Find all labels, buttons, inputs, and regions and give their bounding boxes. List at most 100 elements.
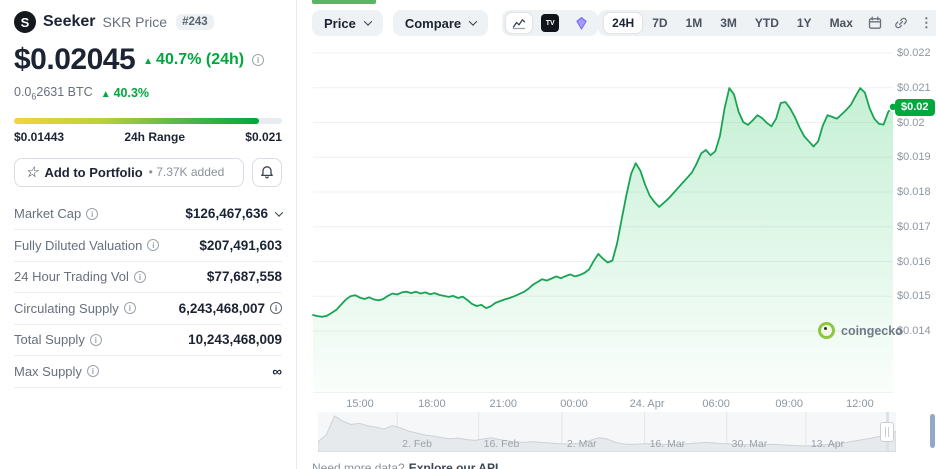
stat-label: Circulating Supply bbox=[14, 300, 119, 316]
navigator-date-label: 2. Mar bbox=[566, 438, 597, 450]
info-icon[interactable] bbox=[89, 333, 102, 346]
stat-value: ∞ bbox=[272, 363, 282, 379]
range-label: 24h Range bbox=[124, 129, 186, 144]
price-dropdown-button[interactable]: Price bbox=[312, 10, 383, 36]
info-icon[interactable] bbox=[86, 207, 99, 220]
time-range-1y[interactable]: 1Y bbox=[789, 13, 820, 33]
price-change-text: 40.7% (24h) bbox=[156, 51, 245, 68]
chart-navigator[interactable]: 2. Feb 16. Feb 2. Mar 16. Mar 30. Mar 13. Apr bbox=[317, 412, 897, 453]
api-promo-link[interactable]: Explore our API bbox=[408, 461, 499, 469]
coingecko-watermark: coingecko bbox=[818, 322, 903, 339]
scrollbar-thumb[interactable] bbox=[930, 414, 935, 448]
stat-row-circulating-supply: Circulating Supply 6,243,468,007 bbox=[14, 293, 282, 325]
y-axis-tick: $0.019 bbox=[897, 151, 931, 164]
btc-price-row: 0.062631 BTC 40.3% bbox=[14, 85, 282, 102]
y-axis-tick: $0.022 bbox=[897, 47, 931, 59]
info-icon[interactable] bbox=[270, 302, 282, 315]
calendar-icon bbox=[868, 16, 882, 29]
top-accent-strip bbox=[312, 0, 376, 4]
star-icon bbox=[25, 165, 38, 180]
x-axis-tick: 00:00 bbox=[560, 398, 588, 410]
price-change-24h: 40.7% (24h) bbox=[143, 51, 244, 69]
navigator-area-chart bbox=[317, 412, 897, 453]
price-chart-plot[interactable] bbox=[312, 45, 898, 392]
stat-label: Fully Diluted Valuation bbox=[14, 237, 143, 253]
add-to-portfolio-button[interactable]: Add to Portfolio • 7.37K added bbox=[14, 157, 244, 187]
stat-label: Market Cap bbox=[14, 206, 82, 222]
watermark-text: coingecko bbox=[841, 323, 903, 338]
stat-row-market-cap: Market Cap $126,467,636 bbox=[14, 199, 284, 230]
y-axis-tick: $0.021 bbox=[897, 81, 931, 94]
y-axis-tick: $0.017 bbox=[897, 220, 931, 233]
y-axis-tick: $0.014 bbox=[897, 325, 931, 337]
stat-label: Max Supply bbox=[14, 363, 82, 379]
price-alert-button[interactable] bbox=[252, 157, 282, 187]
price-dropdown-label: Price bbox=[324, 15, 356, 31]
stat-row-max-supply: Max Supply ∞ bbox=[14, 356, 282, 388]
info-icon[interactable] bbox=[123, 302, 136, 315]
info-icon[interactable] bbox=[133, 270, 146, 283]
stat-row-fdv: Fully Diluted Valuation $207,491,603 bbox=[14, 230, 282, 262]
coin-rank-badge: #243 bbox=[176, 14, 214, 30]
bell-icon bbox=[261, 166, 273, 179]
x-axis-labels: 15:00 18:00 21:00 00:00 24. Apr 06:00 09:00 12:… bbox=[313, 392, 893, 412]
gem-icon bbox=[575, 16, 587, 30]
time-range-1m[interactable]: 1M bbox=[678, 13, 711, 33]
range-labels: $0.01443 24h Range $0.021 bbox=[14, 130, 282, 144]
x-axis-tick: 06:00 bbox=[702, 398, 730, 410]
chart-panel: Price Compare bbox=[298, 0, 936, 469]
portfolio-label: Add to Portfolio bbox=[44, 164, 143, 180]
line-chart-type-button[interactable] bbox=[506, 13, 533, 33]
chart-more-options-button[interactable]: ⋮ bbox=[915, 13, 936, 33]
up-triangle-icon bbox=[101, 86, 111, 100]
y-axis-tick: $0.015 bbox=[897, 290, 931, 303]
y-axis-tick: $0.016 bbox=[897, 255, 931, 268]
price-line-chart bbox=[312, 52, 898, 392]
stat-value: $77,687,558 bbox=[206, 269, 282, 285]
kebab-icon: ⋮ bbox=[919, 15, 933, 30]
share-link-button[interactable] bbox=[889, 14, 913, 32]
chart-type-switcher bbox=[502, 10, 599, 36]
line-chart-icon bbox=[513, 19, 526, 30]
coin-stats-table: Market Cap $126,467,636 Fully Diluted Va… bbox=[14, 199, 284, 388]
time-range-3m[interactable]: 3M bbox=[712, 13, 745, 33]
date-range-picker-button[interactable] bbox=[863, 14, 887, 32]
btc-price: 0.062631 BTC bbox=[14, 85, 93, 102]
x-axis-tick: 12:00 bbox=[846, 398, 874, 410]
time-range-24h[interactable]: 24H bbox=[604, 13, 643, 33]
current-price-badge: $0.02 bbox=[895, 98, 935, 116]
link-icon bbox=[895, 17, 907, 29]
range-high: $0.021 bbox=[245, 129, 282, 144]
stat-row-24h-volume: 24 Hour Trading Vol $77,687,558 bbox=[14, 262, 282, 293]
x-axis-tick: 24. Apr bbox=[629, 398, 665, 410]
tradingview-chart-button[interactable] bbox=[537, 13, 563, 33]
info-icon[interactable] bbox=[86, 365, 99, 378]
navigator-date-label: 30. Mar bbox=[731, 438, 768, 450]
compare-dropdown-button[interactable]: Compare bbox=[392, 10, 489, 36]
price-info-icon[interactable] bbox=[252, 54, 265, 66]
portfolio-added-count: • 7.37K added bbox=[148, 165, 225, 179]
time-range-ytd[interactable]: YTD bbox=[747, 13, 787, 33]
info-icon[interactable] bbox=[147, 239, 160, 252]
stat-value: 10,243,468,009 bbox=[188, 332, 282, 348]
x-axis-tick: 21:00 bbox=[489, 398, 517, 410]
stat-label: 24 Hour Trading Vol bbox=[14, 269, 129, 285]
time-range-max[interactable]: Max bbox=[822, 13, 861, 33]
up-triangle-icon bbox=[143, 51, 153, 69]
x-axis-tick: 18:00 bbox=[418, 398, 446, 410]
chevron-down-icon[interactable] bbox=[274, 208, 284, 217]
coin-name: Seeker bbox=[43, 13, 96, 30]
y-axis-tick: $0.02 bbox=[897, 116, 925, 129]
btc-change: 40.3% bbox=[101, 86, 149, 100]
coingecko-logo-icon bbox=[818, 322, 835, 339]
geckoterminal-chart-button[interactable] bbox=[568, 13, 594, 33]
x-axis-tick: 15:00 bbox=[346, 398, 374, 410]
coin-logo: S bbox=[14, 11, 36, 33]
navigator-handle[interactable] bbox=[880, 422, 894, 442]
navigator-date-label: 2. Feb bbox=[402, 438, 432, 450]
navigator-date-label: 16. Mar bbox=[649, 438, 686, 450]
compare-dropdown-label: Compare bbox=[404, 15, 462, 31]
stat-value: $126,467,636 bbox=[185, 206, 268, 222]
time-range-7d[interactable]: 7D bbox=[644, 13, 675, 33]
stat-row-total-supply: Total Supply 10,243,468,009 bbox=[14, 325, 282, 356]
